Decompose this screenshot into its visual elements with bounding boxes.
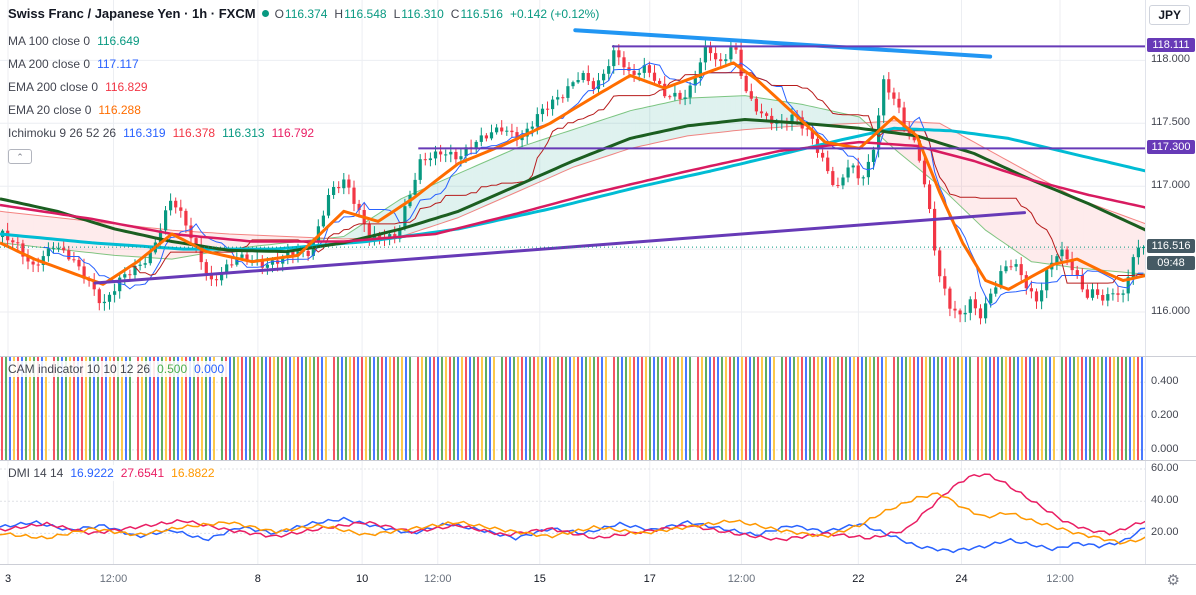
cam-axis-label: 0.400 <box>1151 375 1179 388</box>
low-label: L <box>393 6 401 21</box>
pane-divider[interactable] <box>0 460 1196 461</box>
legend-item-label: MA 200 close 0 <box>8 57 91 71</box>
time-axis-label: 24 <box>955 573 968 585</box>
legend-item-value: 116.649 <box>97 34 140 48</box>
time-axis-label: 8 <box>254 573 261 585</box>
open-field: O116.374 <box>275 7 328 21</box>
legend-item[interactable]: MA 200 close 0 117.117 <box>8 57 599 71</box>
legend: Swiss Franc / Japanese Yen · 1h · FXCM O… <box>8 6 599 164</box>
cam-panel-title[interactable]: CAM indicator 10 10 12 26 0.500 0.000 <box>8 361 229 377</box>
gear-icon[interactable]: ⚙ <box>1166 572 1180 589</box>
price-axis-badge: 117.300 <box>1147 140 1195 155</box>
symbol-title: Swiss Franc / Japanese Yen · 1h · FXCM <box>8 6 256 21</box>
dmi-panel-title[interactable]: DMI 14 14 16.9222 27.6541 16.8822 <box>8 465 219 481</box>
cam-values: 0.500 0.000 <box>157 362 224 376</box>
time-axis-label: 12:00 <box>99 573 128 585</box>
pane-divider[interactable] <box>0 356 1196 357</box>
indicator-value: 0.000 <box>194 362 225 376</box>
market-status-dot <box>261 10 269 17</box>
ohlc-values: O116.374 H116.548 L116.310 C116.516 +0.1… <box>275 7 600 21</box>
indicator-value: 27.6541 <box>120 466 165 480</box>
dmi-title: DMI 14 14 <box>8 466 64 480</box>
legend-item-value: 116.288 <box>98 103 141 117</box>
dmi-axis-label: 40.00 <box>1151 494 1179 507</box>
low-field: L116.310 <box>394 7 444 21</box>
time-axis-label: 3 <box>4 573 12 585</box>
price-chart[interactable] <box>0 0 1146 356</box>
indicator-value: 0.500 <box>157 362 188 376</box>
change-value: +0.142 (+0.12%) <box>509 6 600 21</box>
dmi-values: 16.9222 27.6541 16.8822 <box>70 466 214 480</box>
time-axis[interactable]: 3 12:00 8 10 12:00 15 17 12:00 22 24 12:00 ⚙ <box>0 564 1196 595</box>
price-axis-label: 118.000 <box>1151 53 1190 66</box>
legend-item-label: EMA 200 close 0 <box>8 80 99 94</box>
legend-item[interactable]: EMA 20 close 0 116.288 <box>8 103 599 117</box>
legend-item-value: 116.792 <box>271 126 315 140</box>
time-axis-label: 12:00 <box>424 573 452 585</box>
high-label: H <box>334 6 344 21</box>
legend-item[interactable]: MA 100 close 0 116.649 <box>8 34 599 48</box>
indicator-legend: MA 100 close 0 116.649 MA 200 close 0 117.1… <box>8 34 599 140</box>
legend-collapse-button[interactable]: ⌃ <box>8 149 32 164</box>
price-axis-badge: 118.111 <box>1147 38 1195 53</box>
time-axis-label: 10 <box>356 573 369 585</box>
legend-item-value: 117.117 <box>97 57 139 71</box>
countdown-badge: 09:48 <box>1147 256 1195 271</box>
cam-title: CAM indicator 10 10 12 26 <box>8 362 151 376</box>
time-axis-label: 22 <box>852 573 865 585</box>
indicator-value: 16.9222 <box>70 466 114 480</box>
time-axis-label: 17 <box>643 573 656 585</box>
close-label: C <box>450 6 460 21</box>
legend-item-label: MA 100 close 0 <box>8 34 91 48</box>
symbol-title-row[interactable]: Swiss Franc / Japanese Yen · 1h · FXCM O… <box>8 6 599 21</box>
time-axis-label: 15 <box>533 573 546 585</box>
legend-item-value: 116.319 <box>123 126 166 140</box>
high-field: H116.548 <box>334 7 386 21</box>
legend-item-label: Ichimoku 9 26 52 26 <box>8 126 117 140</box>
legend-item-value: 116.378 <box>172 126 216 140</box>
legend-item-label: EMA 20 close 0 <box>8 103 92 117</box>
dmi-axis-label: 60.00 <box>1151 462 1179 475</box>
price-axis-label: 117.500 <box>1151 116 1190 129</box>
legend-item-value: 116.829 <box>105 80 148 94</box>
time-axis-label: 12:00 <box>727 573 756 585</box>
cam-axis-label: 0.000 <box>1151 442 1179 455</box>
price-axis-label: 116.000 <box>1151 304 1190 317</box>
price-axis-badge: 116.516 <box>1147 239 1195 254</box>
legend-item[interactable]: Ichimoku 9 26 52 26 116.319 116.378 116.313… <box>8 126 599 140</box>
legend-item[interactable]: EMA 200 close 0 116.829 <box>8 80 599 94</box>
dmi-axis-label: 20.00 <box>1151 526 1179 539</box>
indicator-value: 16.8822 <box>171 466 215 480</box>
open-label: O <box>274 6 284 21</box>
cam-axis-label: 0.200 <box>1151 409 1179 422</box>
price-axis[interactable]: 118.000 117.500 117.000 116.000 118.111 117.3… <box>1145 0 1196 564</box>
open-value: 116.374 <box>284 6 328 21</box>
cam-indicator-chart[interactable] <box>0 357 1146 460</box>
low-value: 116.310 <box>401 6 444 21</box>
close-value: 116.516 <box>460 6 503 21</box>
high-value: 116.548 <box>344 6 387 21</box>
currency-toggle-button[interactable]: JPY <box>1149 5 1190 25</box>
time-axis-label: 12:00 <box>1046 573 1074 585</box>
legend-item-value: 116.313 <box>222 126 265 140</box>
price-axis-label: 117.000 <box>1151 179 1190 192</box>
close-field: C116.516 <box>451 7 503 21</box>
